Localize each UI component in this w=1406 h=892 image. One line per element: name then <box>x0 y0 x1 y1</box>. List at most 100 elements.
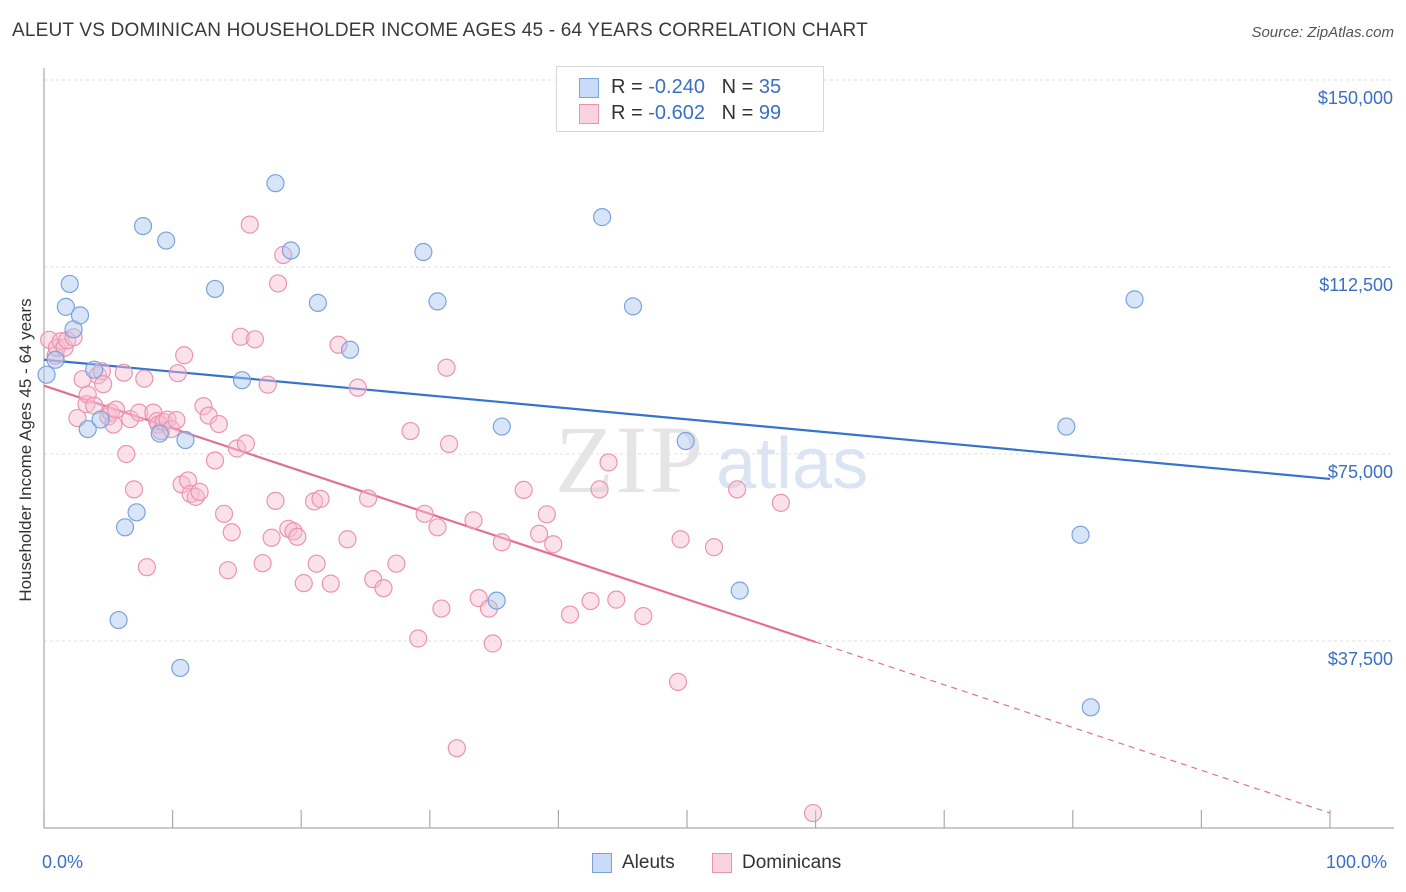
aleuts-point <box>171 658 190 678</box>
legend-swatch-dominicans <box>579 104 599 124</box>
aleuts-point <box>70 306 90 325</box>
aleuts-point <box>593 208 612 227</box>
dominicans-trend-extension <box>815 641 1331 814</box>
dominicans-point <box>258 375 277 394</box>
dominicans-point <box>114 363 133 382</box>
dominicans-point <box>231 327 250 346</box>
dominicans-point <box>483 634 502 653</box>
dominicans-point <box>447 739 466 758</box>
aleuts-point <box>428 292 447 311</box>
aleuts-point <box>308 293 328 312</box>
dominicans-point <box>240 215 259 234</box>
dominicans-point <box>544 535 563 554</box>
dominicans-point <box>266 491 285 510</box>
dominicans-point <box>387 554 406 573</box>
y-tick-labels: $37,500 $75,000 $112,500 $150,000 <box>1318 88 1393 669</box>
dominicans-point <box>167 410 186 430</box>
y-tick-label: $150,000 <box>1318 88 1393 108</box>
dominicans-point <box>227 439 246 458</box>
dominicans-point <box>437 358 456 377</box>
chart-title: ALEUT VS DOMINICAN HOUSEHOLDER INCOME AG… <box>12 20 868 41</box>
aleuts-point <box>115 518 135 537</box>
x-tick-label-min: 0.0% <box>42 852 84 872</box>
dominicans-point <box>194 397 213 416</box>
aleuts-points <box>37 174 1144 717</box>
aleuts-point <box>1125 290 1144 309</box>
dominicans-point <box>130 403 149 422</box>
bottom-legend-swatch-dominicans <box>712 853 732 873</box>
dominicans-point <box>162 419 181 439</box>
y-tick-label: $37,500 <box>1328 649 1393 669</box>
dominicans-point <box>178 471 198 490</box>
dominicans-point <box>175 346 194 365</box>
dominicans-point <box>222 523 241 542</box>
dominicans-point <box>214 504 234 523</box>
aleuts-point <box>232 371 252 390</box>
dominicans-point <box>338 530 357 549</box>
aleuts-point <box>157 231 176 250</box>
aleuts-point <box>281 241 301 260</box>
dominicans-point <box>634 606 653 626</box>
dominicans-point <box>294 574 313 593</box>
aleuts-point <box>676 431 695 451</box>
dominicans-point <box>205 451 225 470</box>
y-axis-label: Householder Income Ages 45 - 64 years <box>16 298 35 602</box>
aleuts-point <box>37 365 56 384</box>
dominicans-point <box>181 484 200 503</box>
aleuts-point <box>150 424 169 443</box>
dominicans-point <box>492 533 511 552</box>
aleuts-point <box>492 417 511 436</box>
aleuts-point <box>730 581 749 600</box>
dominicans-point <box>464 511 483 530</box>
aleuts-point <box>56 297 75 316</box>
aleuts-point <box>340 340 360 359</box>
aleuts-point <box>1057 417 1076 436</box>
aleuts-point <box>91 410 110 429</box>
dominicans-point <box>358 489 378 508</box>
axes <box>43 68 1394 829</box>
legend-swatch-aleuts <box>579 78 599 98</box>
dominicans-point <box>771 493 790 512</box>
dominicans-point <box>268 274 288 293</box>
dominicans-point <box>253 554 272 573</box>
aleuts-point <box>623 297 643 316</box>
dominicans-point <box>374 579 393 598</box>
correlation-legend: R = -0.240 N = 35 R = -0.602 N = 99 <box>556 66 824 132</box>
dominicans-point <box>135 369 154 388</box>
dominicans-point <box>668 672 688 691</box>
dominicans-point <box>599 453 618 472</box>
aleuts-point <box>109 610 128 630</box>
y-tick-label: $75,000 <box>1328 462 1393 482</box>
dominicans-point <box>168 364 187 383</box>
aleuts-point <box>266 174 285 193</box>
dominicans-point <box>209 414 228 434</box>
dominicans-point <box>348 378 367 397</box>
dominicans-trend-line <box>43 384 816 644</box>
dominicans-point <box>514 480 533 499</box>
bottom-legend-swatch-aleuts <box>592 853 612 873</box>
aleuts-point <box>487 591 506 610</box>
aleuts-trend-line <box>43 358 1331 481</box>
aleuts-point <box>1071 525 1090 544</box>
aleuts-point <box>133 216 153 236</box>
aleuts-point <box>205 279 225 299</box>
dominicans-point <box>415 504 434 523</box>
dominicans-point <box>124 480 144 499</box>
dominicans-point <box>311 489 330 508</box>
dominicans-point <box>728 480 747 499</box>
aleuts-point <box>85 360 104 379</box>
dominicans-point <box>607 590 626 609</box>
dominicans-point <box>78 385 97 404</box>
dominicans-point <box>137 558 156 577</box>
dominicans-point <box>262 528 281 547</box>
dominicans-point <box>432 599 451 618</box>
source-label: Source: ZipAtlas.com <box>1251 24 1394 41</box>
dominicans-point <box>92 362 111 381</box>
dominicans-point <box>190 482 209 501</box>
dominicans-point <box>439 434 459 454</box>
dominicans-point <box>77 395 96 414</box>
watermark-atlas: atlas <box>716 424 868 504</box>
trend-lines <box>43 358 1331 814</box>
dominicans-point <box>236 434 256 453</box>
aleuts-point <box>46 350 65 369</box>
